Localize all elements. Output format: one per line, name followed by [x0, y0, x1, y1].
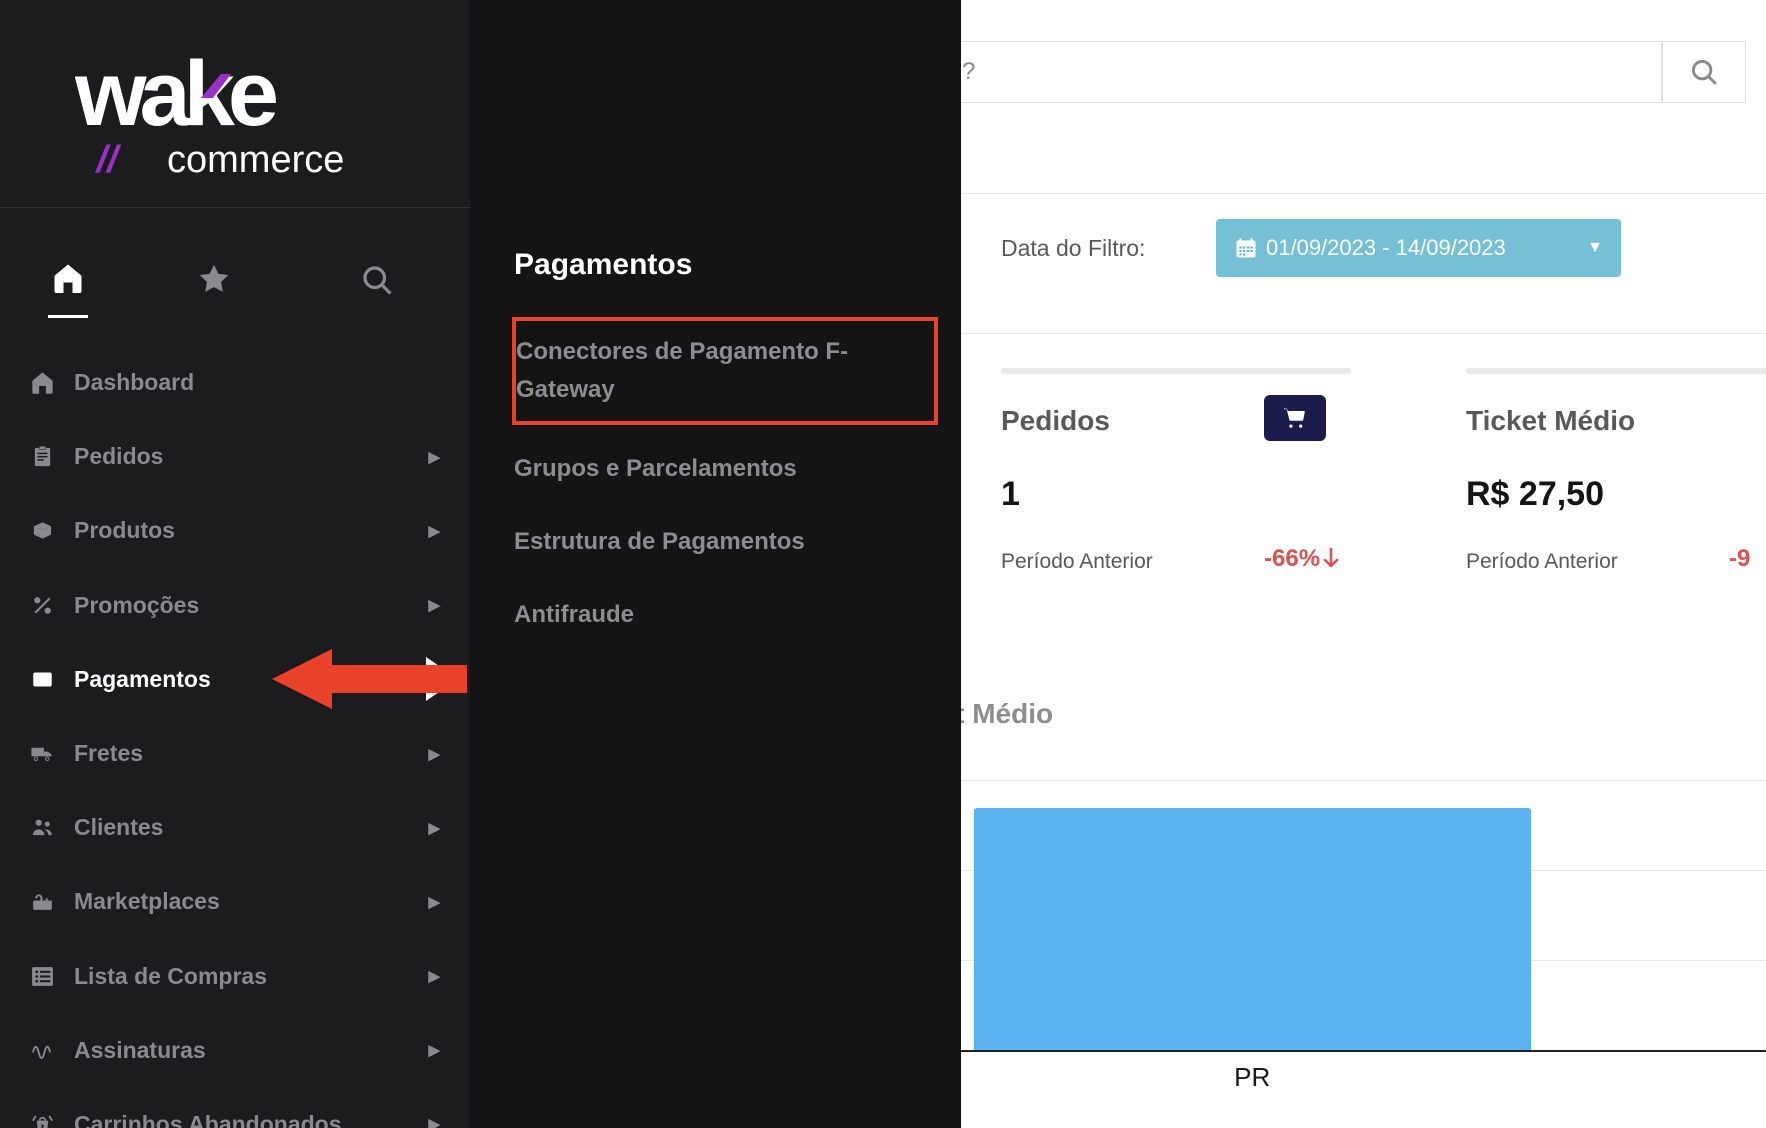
svg-text:wake: wake: [75, 43, 277, 145]
svg-text:commerce: commerce: [167, 139, 344, 180]
